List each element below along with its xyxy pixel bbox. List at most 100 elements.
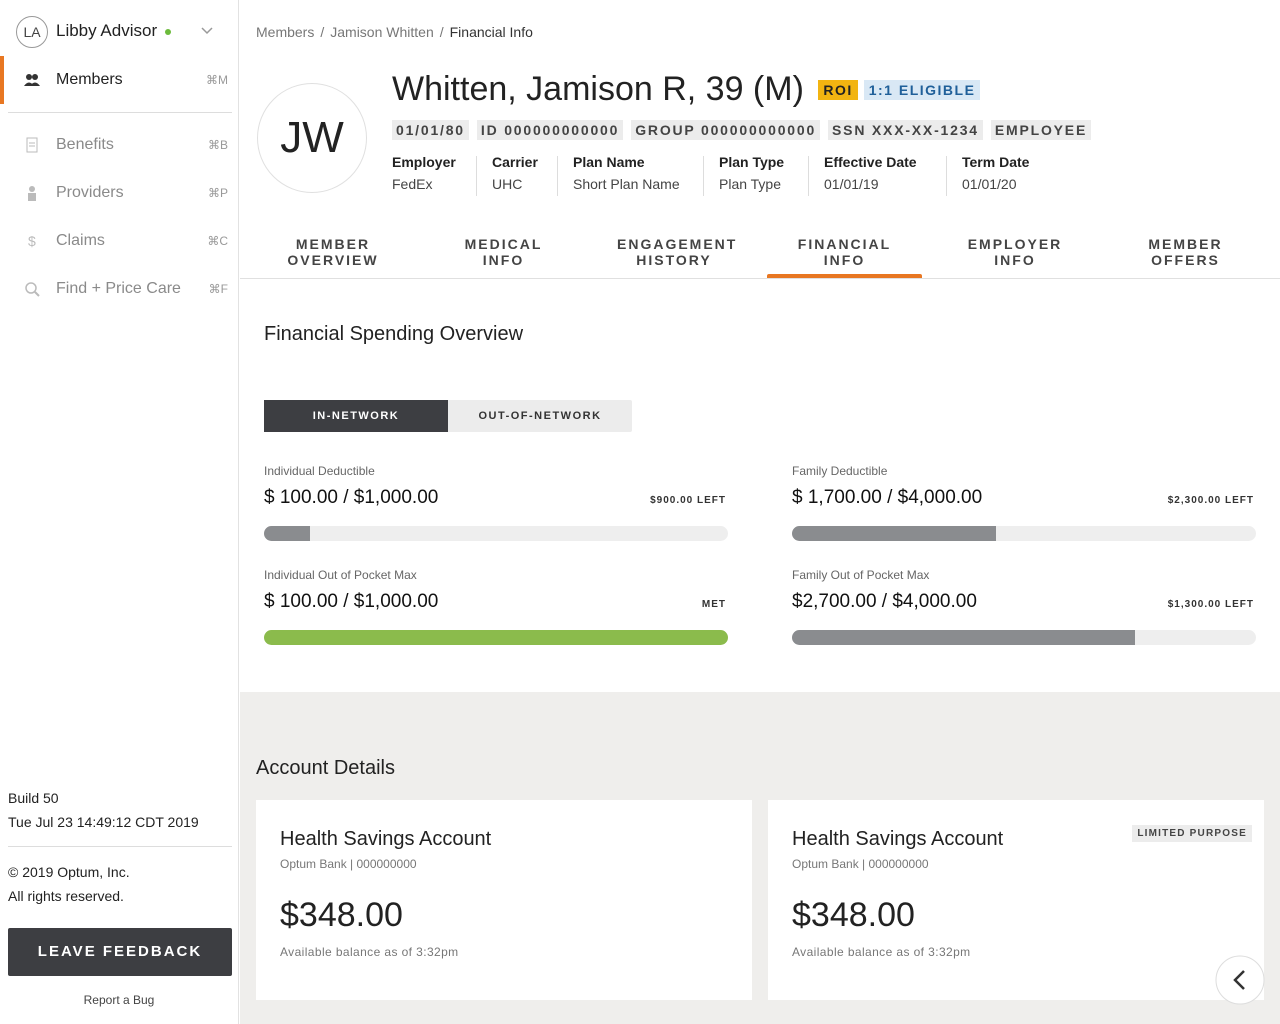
meter-amount: $ 100.00 / $1,000.00 — [264, 591, 439, 612]
tab[interactable]: MEMBER OVERVIEW — [287, 236, 379, 268]
detail-value: FedEx — [392, 176, 433, 192]
feedback-button[interactable]: LEAVE FEEDBACK — [8, 928, 232, 976]
status-dot — [165, 29, 171, 35]
meter-fill — [264, 630, 728, 645]
nav-icon — [25, 282, 40, 297]
meter-amount: $2,700.00 / $4,000.00 — [792, 591, 977, 612]
tab[interactable]: MEDICAL INFO — [464, 236, 543, 268]
nav-label: Providers — [56, 184, 124, 201]
meter-remaining: MET — [701, 598, 726, 610]
meter-fill — [792, 630, 1136, 645]
build-date: Tue Jul 23 14:49:12 CDT 2019 — [8, 814, 199, 830]
meter-fill — [264, 526, 311, 541]
detail: Carrier UHC — [492, 154, 557, 196]
meter-amount: $ 1,700.00 / $4,000.00 — [792, 487, 983, 508]
account-card: Health Savings Account Optum Bank | 00000… — [256, 800, 752, 1000]
detail-value: 01/01/19 — [824, 176, 879, 192]
meter-label: Family Deductible — [792, 464, 888, 478]
meter-row: $ 100.00 / $1,000.00 $900.00 LEFT — [264, 486, 728, 510]
detail-divider — [703, 156, 704, 196]
breadcrumb: Members / Jamison Whitten / Financial Info — [256, 24, 533, 40]
rights: All rights reserved. — [8, 888, 124, 904]
collapse-button[interactable] — [1214, 954, 1266, 1006]
member-avatar: JW — [257, 83, 367, 193]
detail-label: Plan Type — [719, 154, 785, 170]
detail-label: Plan Name — [573, 154, 645, 170]
card-subtitle: Optum Bank | 000000000 — [792, 857, 929, 871]
id-chip: EMPLOYEE — [990, 120, 1092, 140]
divider — [8, 112, 232, 113]
tab-border — [240, 278, 1280, 279]
breadcrumb-separator: / — [439, 24, 444, 40]
breadcrumb-item[interactable]: Members — [256, 24, 315, 40]
detail-label: Carrier — [492, 154, 538, 170]
card-title: Health Savings Account — [280, 828, 492, 850]
nav-item[interactable]: Providers ⌘P — [0, 169, 238, 217]
id-chip: ID 000000000000 — [476, 120, 624, 140]
user-avatar[interactable]: LA — [16, 16, 48, 48]
detail-value: UHC — [492, 176, 523, 192]
nav-shortcut: ⌘B — [207, 138, 228, 152]
nav-shortcut: ⌘M — [206, 73, 228, 87]
report-bug-link[interactable]: Report a Bug — [83, 993, 155, 1007]
detail-label: Employer — [392, 154, 456, 170]
nav-label: Members — [56, 71, 123, 88]
section-title: Account Details — [256, 757, 395, 779]
nav-shortcut: ⌘P — [207, 186, 228, 200]
sidebar: LA Libby Advisor Members ⌘M Benefits ⌘B Prov… — [0, 0, 239, 1024]
card-tag: LIMITED PURPOSE — [1132, 825, 1252, 842]
detail-label: Effective Date — [824, 154, 917, 170]
meter: Family Deductible $ 1,700.00 / $4,000.00 $… — [792, 464, 1256, 541]
detail-divider — [946, 156, 947, 196]
nav-icon — [28, 186, 36, 201]
detail-value: 01/01/20 — [962, 176, 1017, 192]
tab-indicator — [767, 274, 922, 278]
meter-row: $ 100.00 / $1,000.00 MET — [264, 590, 728, 614]
breadcrumb-item[interactable]: Jamison Whitten — [330, 24, 434, 40]
divider — [8, 846, 232, 847]
meter-track — [792, 630, 1256, 645]
toggle-option[interactable]: OUT-OF-NETWORK — [478, 410, 602, 422]
detail: Term Date 01/01/20 — [962, 154, 1045, 196]
meter: Individual Out of Pocket Max $ 100.00 / $… — [264, 568, 728, 645]
tab[interactable]: ENGAGEMENT HISTORY — [617, 236, 738, 268]
breadcrumb-item: Financial Info — [449, 24, 533, 40]
member-header: Whitten, Jamison R, 39 (M) ROI 1:1 ELIGIB… — [392, 70, 981, 109]
nav-label: Find + Price Care — [56, 280, 181, 297]
nav-label: Benefits — [56, 136, 114, 153]
meter-remaining: $1,300.00 LEFT — [1167, 598, 1254, 610]
nav-item[interactable]: $ Claims ⌘C — [0, 217, 238, 265]
card-note: Available balance as of 3:32pm — [280, 945, 459, 959]
account-card: Health Savings Account Optum Bank | 00000… — [768, 800, 1264, 1000]
user-name[interactable]: Libby Advisor — [56, 21, 158, 40]
meter-amount: $ 100.00 / $1,000.00 — [264, 487, 439, 508]
toggle-option[interactable]: IN-NETWORK — [264, 400, 448, 432]
dropdown-chevron[interactable] — [200, 26, 214, 36]
detail: Employer FedEx — [392, 154, 476, 196]
detail: Effective Date 01/01/19 — [824, 154, 946, 196]
detail-divider — [476, 156, 477, 196]
meter-row: $2,700.00 / $4,000.00 $1,300.00 LEFT — [792, 590, 1256, 614]
meter-label: Individual Deductible — [264, 464, 375, 478]
card-balance: $348.00 — [280, 896, 403, 934]
detail-label: Term Date — [962, 154, 1030, 170]
detail-divider — [808, 156, 809, 196]
network-toggle: IN-NETWORK OUT-OF-NETWORK — [264, 400, 632, 432]
nav-shortcut: ⌘C — [207, 234, 228, 248]
card-balance: $348.00 — [792, 896, 915, 934]
meter-label: Family Out of Pocket Max — [792, 568, 930, 582]
nav-item[interactable]: Find + Price Care ⌘F — [0, 265, 238, 313]
tab[interactable]: MEMBER OFFERS — [1148, 236, 1223, 268]
meter-track — [792, 526, 1256, 541]
tab[interactable]: FINANCIAL INFO — [797, 236, 892, 268]
nav-icon: $ — [28, 233, 36, 249]
meter-remaining: $900.00 LEFT — [650, 494, 726, 506]
meter-track — [264, 526, 728, 541]
nav-icon — [24, 74, 40, 86]
badge: 1:1 ELIGIBLE — [863, 79, 981, 100]
meter-fill — [792, 526, 997, 541]
tab[interactable]: EMPLOYER INFO — [967, 236, 1063, 268]
nav-item[interactable]: Members ⌘M — [0, 56, 238, 104]
nav-item[interactable]: Benefits ⌘B — [0, 121, 238, 169]
